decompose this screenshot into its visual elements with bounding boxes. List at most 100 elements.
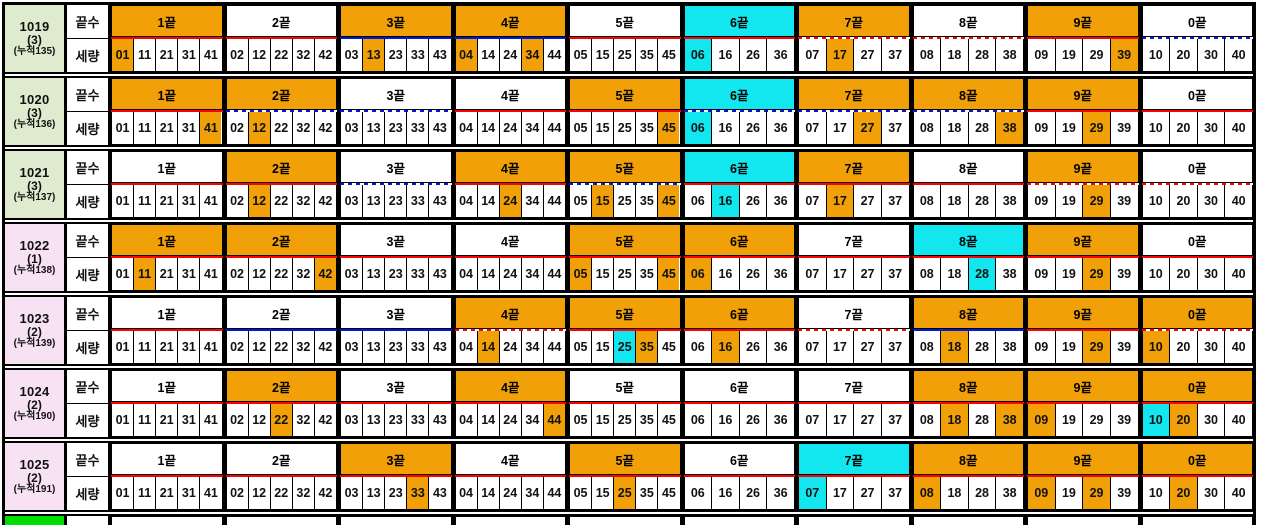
number-cell[interactable]: 21 xyxy=(156,258,179,290)
number-cell[interactable]: 16 xyxy=(712,39,740,71)
number-cell[interactable]: 06 xyxy=(684,331,713,363)
number-cell[interactable]: 28 xyxy=(968,331,997,363)
ending-group-header[interactable]: 1끝 xyxy=(111,151,223,183)
ending-group-header[interactable]: 3끝 xyxy=(340,370,452,402)
number-cell[interactable]: 45 xyxy=(658,39,680,71)
number-cell[interactable]: 09 xyxy=(1028,39,1056,71)
ending-group-header[interactable]: 1끝 xyxy=(111,370,223,402)
ending-group-header[interactable]: 1끝 xyxy=(111,78,223,110)
number-cell[interactable]: 23 xyxy=(385,39,408,71)
draw-label-cell[interactable]: 1021 (3) (누적137) xyxy=(3,150,67,219)
number-cell[interactable]: 03 xyxy=(341,112,364,144)
ending-group-header[interactable]: 7끝 xyxy=(798,516,910,525)
ending-group-header[interactable]: 5끝 xyxy=(569,297,681,329)
number-cell[interactable]: 03 xyxy=(341,331,364,363)
number-cell[interactable]: 30 xyxy=(1197,39,1226,71)
number-cell[interactable]: 12 xyxy=(248,39,271,71)
ending-group-header[interactable]: 2끝 xyxy=(225,224,337,256)
number-cell[interactable]: 38 xyxy=(996,331,1023,363)
number-cell[interactable]: 22 xyxy=(270,404,293,436)
number-cell[interactable]: 22 xyxy=(270,112,293,144)
number-cell[interactable]: 32 xyxy=(292,112,315,144)
number-cell[interactable]: 43 xyxy=(429,39,451,71)
number-cell[interactable]: 24 xyxy=(499,39,522,71)
number-cell[interactable]: 03 xyxy=(341,477,364,509)
number-cell[interactable]: 18 xyxy=(941,39,969,71)
number-cell[interactable]: 12 xyxy=(248,112,271,144)
number-cell[interactable]: 15 xyxy=(592,112,615,144)
number-cell[interactable]: 44 xyxy=(543,331,565,363)
number-cell[interactable]: 01 xyxy=(112,404,135,436)
number-cell[interactable]: 11 xyxy=(134,112,157,144)
number-cell[interactable]: 33 xyxy=(407,258,430,290)
ending-group-header[interactable]: 3끝 xyxy=(340,5,452,37)
ending-group-header[interactable]: 5끝 xyxy=(569,5,681,37)
number-cell[interactable]: 08 xyxy=(913,112,942,144)
number-cell[interactable]: 45 xyxy=(658,258,680,290)
number-cell[interactable]: 21 xyxy=(156,112,179,144)
number-cell[interactable]: 12 xyxy=(248,331,271,363)
number-cell[interactable]: 04 xyxy=(455,258,478,290)
number-cell[interactable]: 39 xyxy=(1110,258,1138,290)
number-cell[interactable]: 40 xyxy=(1225,39,1252,71)
number-cell[interactable]: 29 xyxy=(1083,404,1111,436)
number-cell[interactable]: 09 xyxy=(1028,404,1056,436)
number-cell[interactable]: 28 xyxy=(968,258,997,290)
ending-group-header[interactable]: 4끝 xyxy=(454,5,566,37)
number-cell[interactable]: 44 xyxy=(543,39,565,71)
number-cell[interactable]: 16 xyxy=(712,404,740,436)
number-cell[interactable]: 05 xyxy=(570,477,593,509)
number-cell[interactable]: 36 xyxy=(767,39,794,71)
number-cell[interactable]: 08 xyxy=(913,404,942,436)
number-cell[interactable]: 34 xyxy=(521,39,544,71)
number-cell[interactable]: 39 xyxy=(1110,112,1138,144)
number-cell[interactable]: 34 xyxy=(521,185,544,217)
number-cell[interactable]: 11 xyxy=(134,185,157,217)
number-cell[interactable]: 10 xyxy=(1142,331,1171,363)
number-cell[interactable]: 13 xyxy=(363,112,386,144)
number-cell[interactable]: 24 xyxy=(499,258,522,290)
number-cell[interactable]: 06 xyxy=(684,112,713,144)
number-cell[interactable]: 15 xyxy=(592,477,615,509)
number-cell[interactable]: 10 xyxy=(1142,185,1171,217)
ending-group-header[interactable]: 2끝 xyxy=(225,78,337,110)
ending-group-header[interactable]: 1끝 xyxy=(111,516,223,525)
number-cell[interactable]: 25 xyxy=(614,185,637,217)
number-cell[interactable]: 28 xyxy=(968,477,997,509)
number-cell[interactable]: 34 xyxy=(521,258,544,290)
number-cell[interactable]: 16 xyxy=(712,258,740,290)
number-cell[interactable]: 30 xyxy=(1197,112,1226,144)
number-cell[interactable]: 23 xyxy=(385,477,408,509)
ending-group-header[interactable]: 4끝 xyxy=(454,370,566,402)
number-cell[interactable]: 33 xyxy=(407,185,430,217)
ending-group-header[interactable]: 1끝 xyxy=(111,224,223,256)
number-cell[interactable]: 37 xyxy=(881,258,909,290)
number-cell[interactable]: 21 xyxy=(156,39,179,71)
number-cell[interactable]: 31 xyxy=(178,112,201,144)
number-cell[interactable]: 28 xyxy=(968,39,997,71)
number-cell[interactable]: 23 xyxy=(385,112,408,144)
draw-label-cell[interactable]: 1020 (3) (누적136) xyxy=(3,77,67,146)
number-cell[interactable]: 38 xyxy=(996,477,1023,509)
number-cell[interactable]: 27 xyxy=(854,39,882,71)
ending-group-header[interactable]: 7끝 xyxy=(798,370,910,402)
number-cell[interactable]: 37 xyxy=(881,39,909,71)
number-cell[interactable]: 07 xyxy=(799,185,827,217)
number-cell[interactable]: 02 xyxy=(226,112,249,144)
number-cell[interactable]: 20 xyxy=(1170,185,1198,217)
ending-group-header[interactable]: 9끝 xyxy=(1027,224,1139,256)
ending-group-header[interactable]: 8끝 xyxy=(912,370,1024,402)
number-cell[interactable]: 17 xyxy=(826,477,855,509)
number-cell[interactable]: 21 xyxy=(156,477,179,509)
draw-label-cell[interactable]: 1026(2)(누적192) xyxy=(3,515,67,525)
number-cell[interactable]: 43 xyxy=(429,404,451,436)
number-cell[interactable]: 13 xyxy=(363,404,386,436)
number-cell[interactable]: 26 xyxy=(739,258,768,290)
number-cell[interactable]: 29 xyxy=(1083,112,1111,144)
number-cell[interactable]: 30 xyxy=(1197,331,1226,363)
number-cell[interactable]: 19 xyxy=(1055,112,1084,144)
ending-group-header[interactable]: 4끝 xyxy=(454,151,566,183)
number-cell[interactable]: 20 xyxy=(1170,112,1198,144)
number-cell[interactable]: 02 xyxy=(226,331,249,363)
ending-group-header[interactable]: 6끝 xyxy=(683,443,795,475)
